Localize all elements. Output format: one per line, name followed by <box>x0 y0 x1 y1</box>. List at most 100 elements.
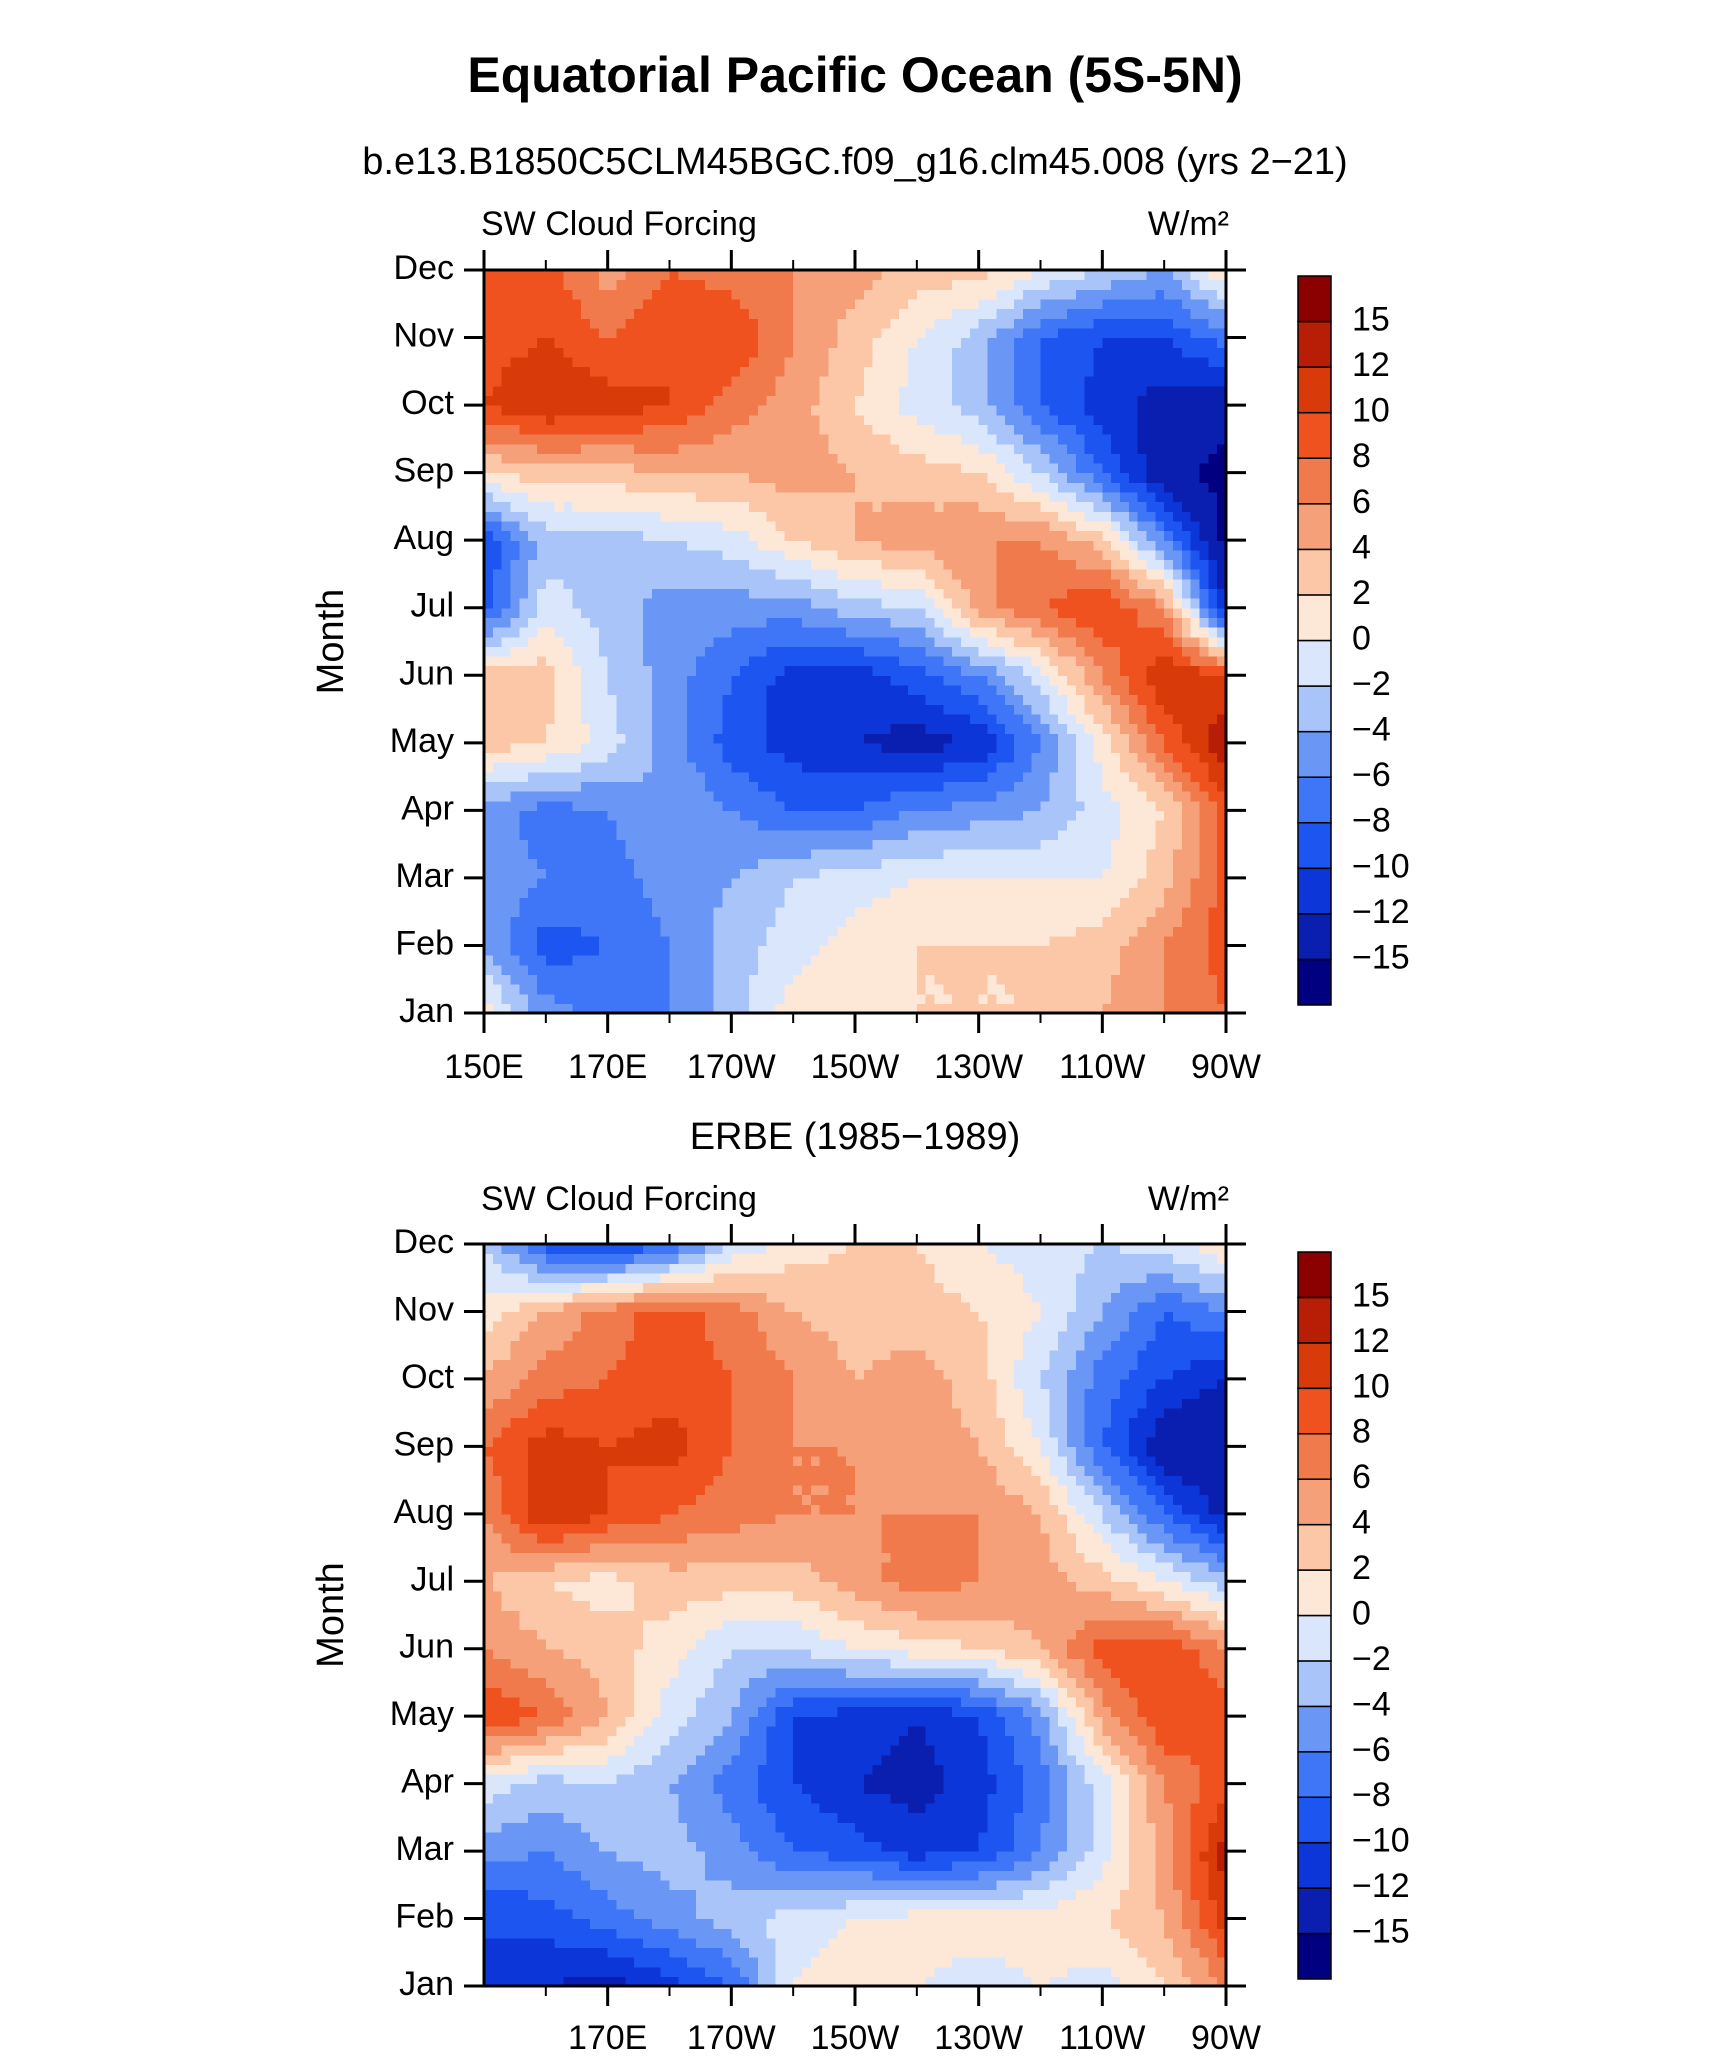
contour-cell <box>846 906 856 918</box>
contour-cell <box>625 424 635 435</box>
contour-cell <box>625 414 635 425</box>
contour-cell <box>581 752 591 763</box>
contour-cell <box>1005 964 1015 976</box>
contour-cell <box>1067 791 1077 802</box>
contour-cell <box>537 646 547 657</box>
contour-cell <box>890 655 900 667</box>
contour-cell <box>846 791 856 802</box>
contour-cell <box>855 598 865 609</box>
contour-cell <box>1031 955 1042 966</box>
contour-cell <box>1146 742 1156 754</box>
contour-cell <box>1067 704 1077 715</box>
contour-cell <box>731 955 741 966</box>
contour-cell <box>1181 520 1192 532</box>
contour-cell <box>554 482 565 493</box>
contour-cell <box>484 569 494 580</box>
contour-cell <box>1128 877 1139 889</box>
contour-cell <box>625 993 635 1004</box>
contour-cell <box>890 800 900 811</box>
contour-cell <box>1111 742 1121 754</box>
contour-cell <box>501 501 512 512</box>
contour-cell <box>916 491 927 503</box>
contour-cell <box>563 762 573 773</box>
contour-cell <box>731 675 741 686</box>
contour-cell <box>943 733 953 744</box>
contour-cell <box>598 405 609 416</box>
contour-cell <box>722 964 732 976</box>
contour-cell <box>925 482 936 493</box>
contour-cell <box>863 916 874 927</box>
contour-cell <box>934 501 944 512</box>
contour-cell <box>678 472 688 483</box>
contour-cell <box>952 993 962 1004</box>
contour-cell <box>492 646 503 657</box>
contour-cell <box>731 491 741 503</box>
contour-cell <box>1075 627 1086 638</box>
contour-cell <box>775 926 785 937</box>
contour-cell <box>1199 530 1209 541</box>
contour-cell <box>634 617 644 628</box>
contour-cell <box>1005 617 1015 628</box>
contour-cell <box>802 742 812 754</box>
contour-cell <box>749 549 759 561</box>
contour-cell <box>696 916 706 927</box>
contour-cell <box>1075 578 1086 590</box>
contour-cell <box>1137 665 1148 676</box>
contour-cell <box>1173 665 1183 676</box>
contour-cell <box>978 627 989 638</box>
contour-cell <box>501 414 512 425</box>
contour-cell <box>863 665 874 676</box>
contour-cell <box>1049 520 1059 532</box>
contour-cell <box>952 588 962 599</box>
contour-cell <box>722 820 732 831</box>
contour-cell <box>554 964 565 976</box>
contour-cell <box>996 578 1006 590</box>
contour-cell <box>492 453 503 464</box>
contour-cell <box>775 684 785 696</box>
contour-cell <box>528 530 538 541</box>
contour-cell <box>616 520 626 532</box>
contour-cell <box>855 704 865 715</box>
contour-cell <box>651 540 662 551</box>
contour-cell <box>916 945 927 956</box>
contour-cell <box>722 839 732 850</box>
contour-cell <box>616 916 626 927</box>
contour-cell <box>810 675 821 686</box>
contour-cell <box>916 897 927 908</box>
contour-cell <box>1128 723 1139 734</box>
contour-cell <box>1217 704 1227 715</box>
contour-cell <box>819 993 830 1004</box>
contour-cell <box>687 636 697 647</box>
contour-cell <box>784 443 794 454</box>
contour-cell <box>731 897 741 908</box>
contour-cell <box>696 462 706 474</box>
contour-cell <box>1217 897 1227 908</box>
contour-cell <box>1084 723 1095 734</box>
contour-cell <box>616 491 626 503</box>
contour-cell <box>846 414 856 425</box>
contour-cell <box>934 839 944 850</box>
contour-cell <box>1058 897 1068 908</box>
contour-cell <box>996 472 1006 483</box>
contour-cell <box>943 675 953 686</box>
contour-cell <box>766 462 777 474</box>
contour-cell <box>581 520 591 532</box>
contour-cell <box>528 511 538 522</box>
contour-cell <box>501 424 512 435</box>
contour-cell <box>1181 511 1192 522</box>
contour-cell <box>978 482 989 493</box>
contour-cell <box>1014 491 1024 503</box>
contour-cell <box>1102 820 1112 831</box>
contour-cell <box>863 810 874 821</box>
contour-cell <box>1199 964 1209 976</box>
contour-cell <box>916 665 927 676</box>
contour-cell <box>837 588 847 599</box>
contour-cell <box>510 993 520 1004</box>
contour-cell <box>598 713 609 725</box>
contour-cell <box>819 800 830 811</box>
contour-cell <box>969 578 980 590</box>
contour-cell <box>598 771 609 783</box>
contour-cell <box>819 791 830 802</box>
contour-cell <box>1022 646 1033 657</box>
contour-cell <box>837 704 847 715</box>
